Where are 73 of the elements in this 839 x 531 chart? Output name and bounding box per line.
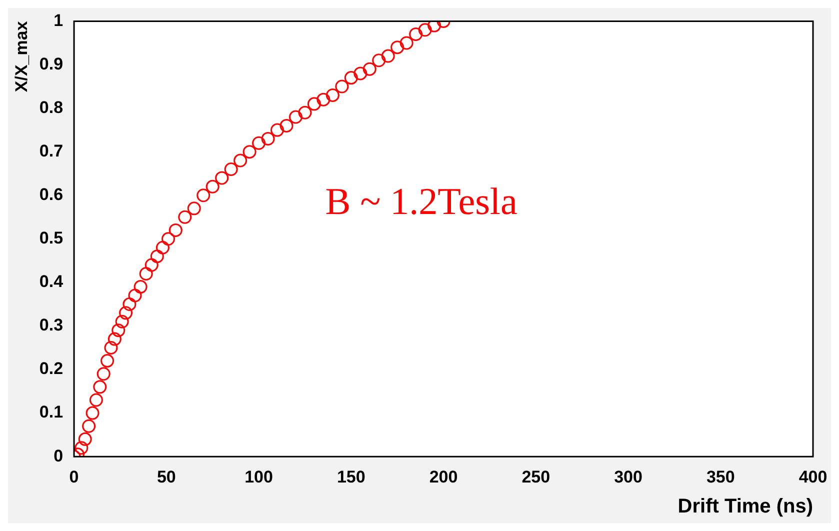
point bbox=[288, 110, 302, 124]
point bbox=[187, 202, 201, 216]
point bbox=[270, 123, 284, 137]
point bbox=[93, 380, 107, 394]
point bbox=[298, 106, 312, 120]
point bbox=[82, 419, 96, 433]
point bbox=[74, 441, 88, 455]
point bbox=[252, 136, 266, 150]
point bbox=[390, 40, 404, 54]
point bbox=[224, 162, 238, 176]
point bbox=[215, 171, 229, 185]
point bbox=[206, 180, 220, 194]
point bbox=[381, 49, 395, 63]
point bbox=[280, 118, 294, 132]
point bbox=[156, 240, 170, 254]
y-tick-label: 1 bbox=[54, 10, 64, 30]
x-tick-label: 250 bbox=[522, 467, 550, 486]
point bbox=[112, 324, 126, 338]
point bbox=[326, 88, 340, 102]
y-tick-label: 0.2 bbox=[39, 359, 64, 378]
x-tick-label: 400 bbox=[798, 467, 828, 486]
point bbox=[86, 406, 100, 420]
point bbox=[354, 66, 368, 80]
point bbox=[134, 280, 148, 294]
x-tick-label: 300 bbox=[614, 467, 642, 486]
y-tick-label: 0 bbox=[54, 446, 64, 466]
point bbox=[178, 210, 192, 224]
point bbox=[144, 258, 158, 272]
point bbox=[362, 62, 376, 76]
x-tick-label: 200 bbox=[429, 467, 458, 486]
point bbox=[150, 250, 164, 264]
y-tick-label: 0.3 bbox=[39, 316, 64, 335]
point bbox=[115, 314, 129, 328]
point bbox=[344, 71, 358, 85]
point bbox=[234, 154, 248, 168]
y-tick-label: 0.6 bbox=[39, 185, 64, 204]
point bbox=[261, 132, 275, 146]
point bbox=[104, 341, 118, 354]
point bbox=[168, 223, 182, 237]
point bbox=[307, 97, 321, 111]
y-tick-label: 0.1 bbox=[39, 402, 64, 422]
y-tick-label: 0.7 bbox=[39, 142, 64, 161]
point bbox=[418, 23, 432, 37]
point bbox=[400, 36, 414, 50]
x-tick-label: 0 bbox=[69, 467, 79, 486]
point bbox=[316, 92, 330, 106]
point bbox=[196, 188, 210, 202]
x-tick-label: 350 bbox=[706, 467, 735, 486]
y-tick-label: 0.9 bbox=[39, 54, 64, 74]
x-axis-title: Drift Time (ns) bbox=[678, 496, 813, 518]
annotation: B ~ 1.2Tesla bbox=[325, 181, 518, 224]
x-tick-label: 150 bbox=[336, 467, 366, 486]
x-tick-label: 50 bbox=[156, 467, 176, 486]
point bbox=[108, 332, 122, 346]
y-tick-label: 0.4 bbox=[39, 272, 64, 292]
point bbox=[162, 232, 175, 246]
point bbox=[242, 145, 256, 159]
y-axis-title: X/X_max bbox=[12, 20, 31, 92]
point bbox=[96, 367, 110, 381]
y-tick-label: 0.5 bbox=[39, 228, 64, 248]
point bbox=[139, 266, 153, 280]
point bbox=[428, 21, 442, 32]
point bbox=[128, 288, 142, 302]
point bbox=[89, 393, 103, 407]
point bbox=[122, 297, 136, 311]
point bbox=[372, 54, 386, 68]
y-tick-label: 0.8 bbox=[39, 98, 64, 117]
point bbox=[409, 28, 423, 42]
point bbox=[119, 306, 133, 320]
x-tick-label: 100 bbox=[244, 467, 273, 486]
point bbox=[78, 432, 92, 446]
point bbox=[100, 354, 114, 368]
point bbox=[335, 80, 349, 94]
